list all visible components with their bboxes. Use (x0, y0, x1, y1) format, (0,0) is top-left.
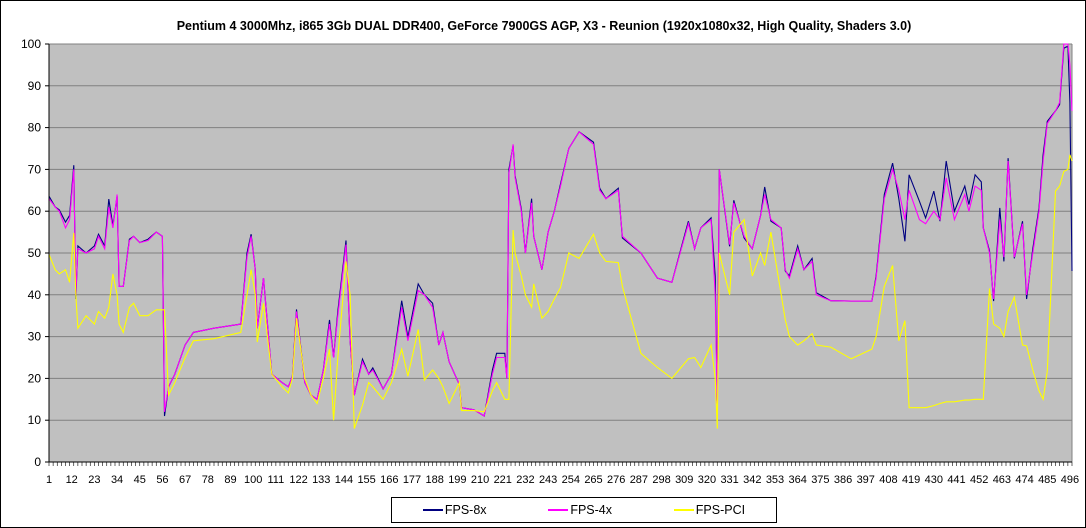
y-tick-label: 60 (28, 204, 42, 218)
x-tick-label: 331 (720, 474, 738, 486)
y-tick-label: 40 (28, 288, 42, 302)
x-tick-label: 232 (516, 474, 534, 486)
legend-item-fps-pci: FPS-PCI (673, 503, 746, 517)
x-tick-label: 243 (539, 474, 557, 486)
x-tick-label: 122 (289, 474, 307, 486)
x-tick-label: 287 (630, 474, 648, 486)
x-tick-label: 133 (312, 474, 330, 486)
x-tick-label: 452 (970, 474, 988, 486)
x-tick-label: 463 (993, 474, 1011, 486)
x-tick-label: 166 (380, 474, 398, 486)
legend-swatch (673, 509, 694, 511)
y-axis-labels: 0 10 20 30 40 50 60 70 80 90 100 (21, 37, 41, 469)
legend-label: FPS-8x (444, 503, 487, 517)
x-tick-label: 364 (789, 474, 807, 486)
series-line-fps-pci (48, 154, 1073, 429)
x-tick-label: 397 (857, 474, 875, 486)
series-lines (48, 43, 1073, 429)
legend-label: FPS-4x (570, 503, 613, 517)
x-tick-label: 276 (607, 474, 625, 486)
x-tick-label: 56 (156, 474, 168, 486)
x-tick-label: 375 (811, 474, 829, 486)
x-tick-label: 100 (244, 474, 262, 486)
y-tick-label: 90 (28, 79, 42, 93)
x-tick-label: 34 (111, 474, 123, 486)
x-tick-label: 386 (834, 474, 852, 486)
x-tick-label: 221 (494, 474, 512, 486)
x-tick-label: 155 (357, 474, 375, 486)
gridlines (49, 43, 1073, 462)
legend-item-fps-4x: FPS-4x (548, 503, 612, 517)
y-tick-label: 30 (28, 330, 42, 344)
axes (45, 43, 1073, 466)
legend-label: FPS-PCI (695, 503, 746, 517)
x-tick-label: 111 (268, 474, 285, 486)
x-tick-label: 23 (88, 474, 100, 486)
x-tick-label: 353 (766, 474, 784, 486)
x-tick-label: 485 (1038, 474, 1056, 486)
x-tick-label: 254 (562, 474, 580, 486)
x-tick-label: 430 (925, 474, 943, 486)
x-tick-label: 419 (902, 474, 920, 486)
x-tick-label: 67 (179, 474, 191, 486)
legend-swatch (422, 509, 443, 511)
x-tick-label: 45 (134, 474, 146, 486)
legend-swatch (548, 509, 569, 511)
x-tick-label: 265 (584, 474, 602, 486)
x-tick-label: 78 (202, 474, 214, 486)
x-tick-label: 496 (1061, 474, 1079, 486)
y-tick-label: 80 (28, 121, 42, 135)
x-tick-label: 309 (675, 474, 693, 486)
x-tick-label: 474 (1015, 474, 1033, 486)
x-tick-label: 1 (46, 474, 52, 486)
legend-item-fps-8x: FPS-8x (422, 503, 487, 517)
y-tick-label: 10 (28, 413, 42, 427)
y-tick-label: 70 (28, 162, 42, 176)
x-tick-label: 298 (652, 474, 670, 486)
series-line-fps-4x (48, 43, 1073, 417)
x-tick-label: 441 (947, 474, 965, 486)
y-tick-label: 0 (34, 455, 41, 469)
x-tick-label: 408 (879, 474, 897, 486)
y-tick-label: 50 (28, 246, 42, 260)
x-tick-label: 177 (403, 474, 421, 486)
chart-title: Pentium 4 3000Mhz, i865 3Gb DUAL DDR400,… (176, 19, 912, 33)
x-tick-label: 199 (448, 474, 466, 486)
y-tick-label: 100 (21, 37, 41, 51)
y-tick-label: 20 (28, 371, 42, 385)
x-tick-label: 210 (471, 474, 489, 486)
x-tick-label: 320 (698, 474, 716, 486)
x-tick-label: 12 (66, 474, 78, 486)
x-axis-labels: 1 12 23 34 45 56 67 78 89 100 111 122 133 144 155 166 17… (46, 474, 1079, 486)
x-tick-label: 89 (224, 474, 236, 486)
legend: FPS-8x FPS-4x FPS-PCI (391, 497, 777, 523)
x-tick-label: 188 (426, 474, 444, 486)
x-tick-label: 342 (743, 474, 761, 486)
x-tick-label: 144 (335, 474, 353, 486)
